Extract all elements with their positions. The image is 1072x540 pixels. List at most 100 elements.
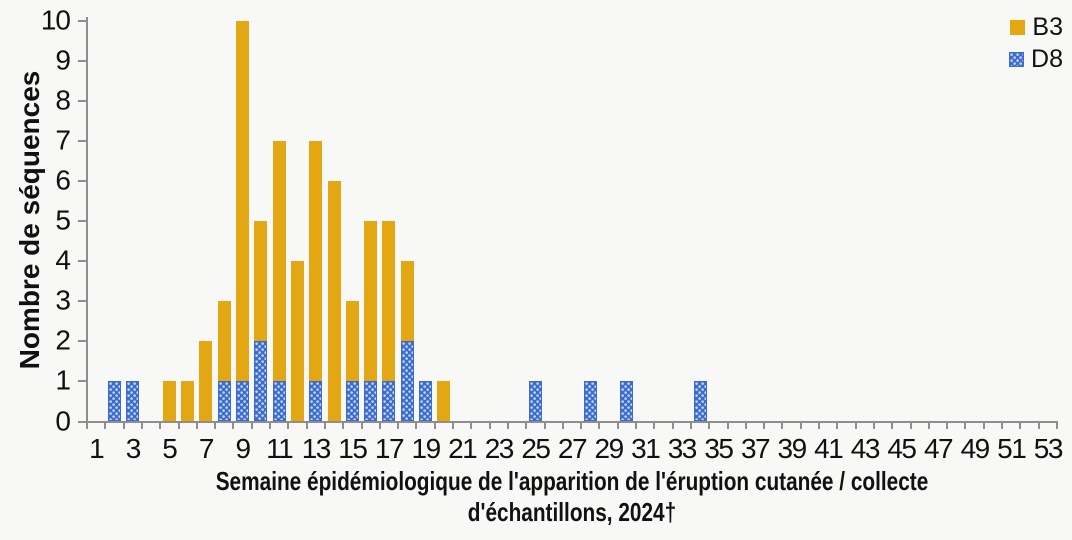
x-axis-tick: [708, 421, 711, 429]
x-axis-tick: [195, 421, 198, 429]
y-axis-tick: [78, 420, 87, 423]
bar-segment-d8-week-11: [272, 381, 286, 422]
bar-segment-d8-week-3: [126, 381, 140, 422]
x-axis-tick: [799, 421, 802, 429]
y-tick-label: 4: [55, 244, 71, 276]
bar-segment-b3-week-18: [400, 261, 414, 342]
bar-segment-d8-week-9: [236, 381, 250, 422]
x-axis-tick: [744, 421, 747, 429]
x-tick-label: 25: [521, 433, 551, 464]
y-tick-label: 8: [55, 84, 71, 116]
x-axis-tick: [323, 421, 326, 429]
x-tick-label: 49: [960, 433, 991, 464]
bar-segment-d8-week-30: [620, 381, 634, 422]
y-axis-tick: [78, 260, 87, 263]
x-axis-line: [86, 420, 1057, 423]
x-tick-label: 39: [777, 433, 808, 464]
x-axis-tick: [671, 421, 674, 429]
x-axis-tick: [891, 421, 894, 429]
x-axis-tick: [1001, 421, 1004, 429]
x-axis-tick: [781, 421, 784, 429]
bar-segment-d8-week-8: [217, 381, 231, 422]
y-tick-label: 10: [40, 4, 71, 36]
y-axis-tick: [78, 20, 87, 22]
x-axis-tick: [177, 421, 180, 429]
x-axis-tick: [763, 421, 766, 429]
bar-segment-b3-week-13: [309, 141, 323, 382]
x-tick-label: 43: [850, 433, 881, 464]
x-tick-label: 27: [557, 433, 588, 464]
x-tick-label: 17: [374, 433, 405, 464]
x-axis-tick: [342, 421, 345, 429]
bar-segment-b3-week-5: [162, 381, 176, 422]
bar-segment-b3-week-12: [290, 261, 304, 422]
bar-segment-b3-week-20: [437, 381, 451, 422]
bar-segment-d8-week-15: [345, 381, 359, 422]
y-tick-label: 9: [55, 44, 71, 76]
x-tick-label: 7: [198, 433, 215, 464]
bar-segment-d8-week-19: [419, 381, 433, 422]
x-axis-tick: [689, 421, 692, 429]
y-tick-label: 7: [55, 124, 71, 156]
x-axis-tick: [964, 421, 967, 429]
x-tick-label: 51: [997, 433, 1027, 464]
x-axis-tick: [854, 421, 857, 429]
bar-segment-b3-week-6: [181, 381, 195, 422]
x-tick-label: 37: [740, 433, 771, 464]
bar-segment-b3-week-7: [199, 341, 213, 422]
x-tick-label: 3: [125, 433, 142, 464]
y-axis-tick: [78, 380, 87, 383]
x-tick-label: 15: [338, 433, 368, 464]
x-tick-label: 31: [631, 433, 661, 464]
x-axis-tick: [616, 421, 619, 429]
x-axis-tick: [452, 421, 455, 429]
x-tick-label: 23: [484, 433, 515, 464]
x-tick-label: 11: [266, 433, 294, 464]
y-tick-label: 1: [55, 364, 71, 396]
bar-segment-b3-week-8: [217, 301, 231, 382]
x-axis-tick: [927, 421, 930, 429]
bar-segment-b3-week-16: [364, 221, 378, 382]
x-tick-label: 1: [89, 433, 105, 464]
x-tick-label: 29: [594, 433, 625, 464]
x-axis-tick: [140, 421, 143, 429]
x-axis-tick: [909, 421, 912, 429]
bar-segment-d8-week-25: [528, 381, 542, 422]
bar-segment-d8-week-2: [107, 381, 121, 422]
x-axis-tick: [397, 421, 400, 429]
x-axis-tick: [1019, 421, 1022, 429]
bar-segment-d8-week-10: [254, 341, 268, 422]
bar-segment-d8-week-18: [400, 341, 414, 422]
bar-segment-b3-week-11: [272, 141, 286, 382]
x-axis-tick: [470, 421, 473, 429]
x-axis-tick: [653, 421, 656, 429]
x-axis-tick: [250, 421, 253, 429]
legend-item-d8: D8: [1009, 43, 1063, 75]
x-axis-tick: [726, 421, 729, 429]
y-tick-label: 6: [55, 164, 71, 196]
x-axis-tick: [506, 421, 509, 429]
bar-segment-b3-week-14: [327, 181, 341, 422]
bar-segment-b3-week-9: [236, 21, 250, 382]
legend-label-d8: D8: [1031, 44, 1063, 73]
y-axis-tick: [78, 140, 87, 143]
legend-swatch-d8-icon: [1009, 51, 1025, 67]
bar-segment-d8-week-16: [364, 381, 378, 422]
x-tick-label: 33: [667, 433, 698, 464]
x-tick-label: 13: [301, 433, 332, 464]
x-axis-tick: [287, 421, 290, 429]
x-tick-label: 21: [448, 433, 478, 464]
x-axis-tick: [635, 421, 638, 429]
legend-swatch-b3-icon: [1010, 19, 1026, 35]
x-axis-tick: [872, 421, 875, 429]
y-axis-tick: [78, 220, 87, 223]
x-axis-tick: [488, 421, 491, 429]
bar-segment-b3-week-17: [382, 221, 396, 382]
x-axis-tick: [159, 421, 162, 429]
bar-segment-b3-week-10: [254, 221, 268, 342]
x-tick-label: 45: [887, 433, 917, 464]
bar-segment-d8-week-13: [309, 381, 323, 422]
x-axis-tick: [415, 421, 418, 429]
